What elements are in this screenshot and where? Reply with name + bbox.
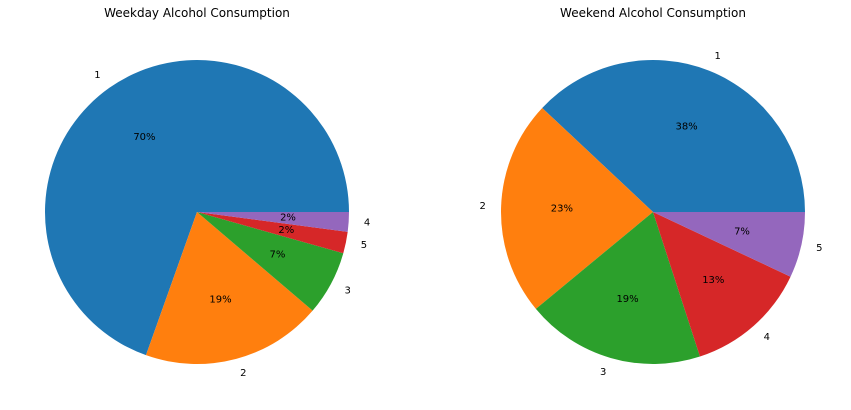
weekend-pie-labels: 1 38% 2 23% 3 19% 4 13% 5 7% <box>480 51 823 378</box>
weekend-percent-label-4: 13% <box>702 275 724 286</box>
weekend-percent-label-5: 7% <box>734 226 750 237</box>
weekday-percent-label-1: 70% <box>133 132 155 143</box>
weekend-slice-2 <box>501 107 653 309</box>
weekday-slice-4 <box>197 212 349 232</box>
weekday-slice-2 <box>145 212 313 364</box>
weekday-percent-label-4: 2% <box>280 212 296 223</box>
weekend-slice-3 <box>535 212 700 364</box>
weekend-category-label-2: 2 <box>480 201 486 212</box>
weekend-slice-5 <box>653 212 805 277</box>
weekday-slice-3 <box>197 212 344 311</box>
weekday-percent-label-5: 2% <box>278 225 294 236</box>
weekday-category-label-4: 4 <box>364 217 370 228</box>
weekend-category-label-4: 4 <box>764 332 770 343</box>
weekday-category-label-2: 2 <box>240 368 246 379</box>
weekend-chart-title: Weekend Alcohol Consumption <box>560 6 746 20</box>
weekend-percent-label-3: 19% <box>616 294 638 305</box>
weekend-slice-4 <box>653 212 791 357</box>
weekend-category-label-5: 5 <box>816 243 822 254</box>
weekend-category-label-1: 1 <box>715 51 721 62</box>
weekday-slice-5 <box>197 212 348 254</box>
weekday-slice-1 <box>44 59 349 356</box>
weekday-percent-label-3: 7% <box>269 249 285 260</box>
weekday-category-label-3: 3 <box>344 285 350 296</box>
weekday-category-label-5: 5 <box>361 240 367 251</box>
weekend-slice-1 <box>542 60 805 213</box>
weekday-pie-slices <box>44 59 349 364</box>
weekend-pie-slices <box>501 60 805 364</box>
weekend-percent-label-1: 38% <box>675 122 697 133</box>
weekend-category-label-3: 3 <box>600 367 606 378</box>
weekday-pie-labels: 1 70% 2 19% 3 7% 5 2% 4 2% <box>94 70 370 379</box>
weekday-pie-chart: Weekday Alcohol Consumption 1 70% 2 19% 3 7% 5… <box>44 6 370 379</box>
weekday-percent-label-2: 19% <box>209 295 231 306</box>
weekday-category-label-1: 1 <box>94 70 100 81</box>
weekend-pie-chart: Weekend Alcohol Consumption 1 38% 2 23% 3 19%… <box>480 6 823 378</box>
weekday-chart-title: Weekday Alcohol Consumption <box>104 6 290 20</box>
weekend-percent-label-2: 23% <box>551 204 573 215</box>
